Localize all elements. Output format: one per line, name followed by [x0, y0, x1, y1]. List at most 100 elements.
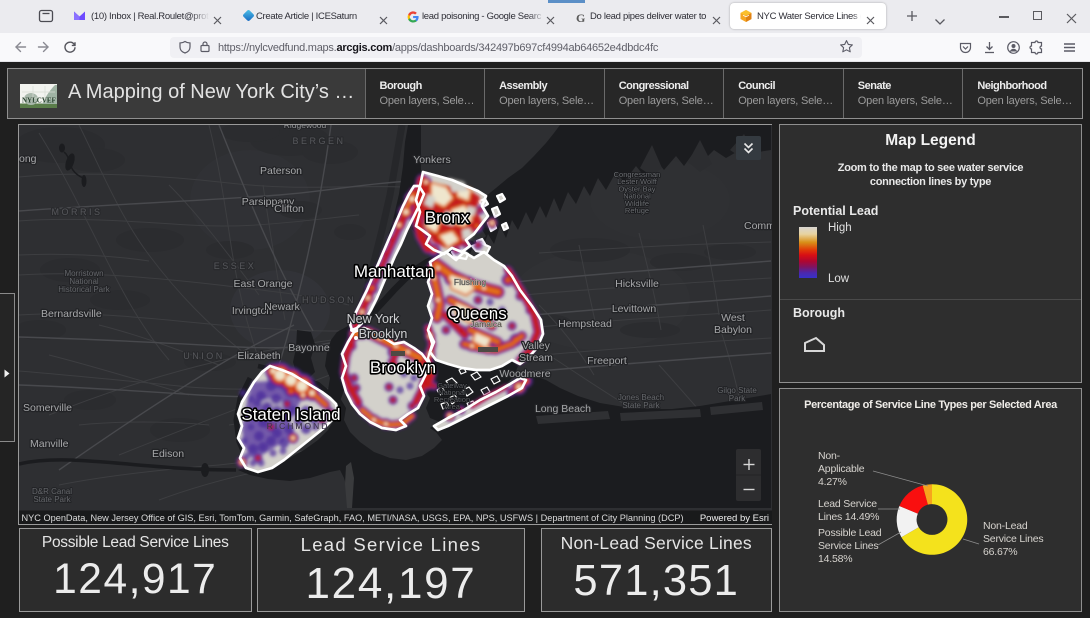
svg-text:Lester Wolff: Lester Wolff	[617, 177, 658, 186]
svg-text:Parsippany: Parsippany	[242, 196, 295, 208]
svg-text:Flushing: Flushing	[454, 277, 486, 287]
svg-text:Valley: Valley	[522, 340, 551, 352]
svg-text:Staten Island: Staten Island	[241, 405, 340, 424]
svg-text:Wildlife: Wildlife	[625, 199, 649, 208]
svg-text:New York: New York	[347, 312, 401, 326]
svg-text:Jones Beach: Jones Beach	[618, 393, 664, 402]
svg-text:Area: Area	[444, 402, 461, 411]
svg-text:Refuge: Refuge	[625, 206, 649, 215]
svg-text:HUDSON: HUDSON	[302, 295, 356, 305]
svg-text:Brooklyn: Brooklyn	[359, 327, 408, 341]
svg-text:Area: Area	[444, 402, 461, 411]
svg-text:Newark: Newark	[264, 301, 300, 313]
svg-text:MORRIS: MORRIS	[52, 207, 103, 217]
svg-text:Manhattan: Manhattan	[354, 262, 434, 281]
svg-text:UNION: UNION	[183, 351, 225, 361]
svg-text:ESSEX: ESSEX	[214, 261, 257, 271]
svg-text:Somerville: Somerville	[23, 402, 72, 414]
svg-text:Elizabeth: Elizabeth	[237, 350, 280, 362]
svg-text:Paterson: Paterson	[260, 165, 302, 177]
svg-text:Recreation: Recreation	[434, 395, 470, 404]
svg-text:Bronx: Bronx	[425, 208, 470, 227]
svg-text:Park: Park	[729, 394, 746, 403]
svg-text:Recreation: Recreation	[434, 395, 470, 404]
svg-text:Babylon: Babylon	[714, 324, 752, 336]
svg-text:Clifton: Clifton	[274, 203, 304, 215]
svg-text:MORRIS: MORRIS	[52, 207, 103, 217]
svg-text:West: West	[721, 312, 745, 324]
svg-text:Yonkers: Yonkers	[413, 154, 451, 166]
svg-text:Valley: Valley	[522, 340, 551, 352]
svg-text:Freeport: Freeport	[587, 355, 627, 367]
svg-text:Stream: Stream	[519, 352, 553, 364]
svg-text:Levittown: Levittown	[612, 303, 657, 315]
svg-text:BERGEN: BERGEN	[292, 136, 345, 146]
svg-text:NYLCVEF: NYLCVEF	[22, 97, 56, 105]
svg-text:RICHMOND: RICHMOND	[267, 421, 330, 431]
svg-text:Bernardsville: Bernardsville	[41, 308, 102, 320]
svg-text:Hicksville: Hicksville	[615, 278, 659, 290]
svg-text:RICHMOND: RICHMOND	[267, 421, 330, 431]
svg-text:Ridgewood: Ridgewood	[284, 125, 327, 130]
svg-text:Oyster Bay: Oyster Bay	[618, 184, 655, 193]
svg-text:Jones Beach: Jones Beach	[618, 393, 664, 402]
svg-text:Queens: Queens	[447, 304, 507, 323]
svg-text:D&R Canal: D&R Canal	[32, 487, 72, 496]
svg-text:State Park: State Park	[622, 401, 660, 410]
svg-text:East Orange: East Orange	[234, 278, 293, 290]
svg-text:State Park: State Park	[33, 495, 71, 504]
svg-text:Historical Park: Historical Park	[58, 285, 111, 294]
svg-text:Manville: Manville	[30, 438, 69, 450]
svg-text:Bayonne: Bayonne	[288, 342, 330, 354]
svg-text:Irvington: Irvington	[232, 305, 272, 317]
svg-text:Congressman: Congressman	[614, 170, 661, 179]
svg-text:HUDSON: HUDSON	[302, 295, 356, 305]
svg-text:Woodmere: Woodmere	[499, 368, 550, 380]
svg-text:Morristown: Morristown	[64, 269, 103, 278]
svg-text:Newark: Newark	[264, 301, 300, 313]
svg-text:Lester Wolff: Lester Wolff	[617, 177, 658, 186]
svg-text:Queens: Queens	[447, 304, 507, 323]
svg-text:New York: New York	[347, 312, 401, 326]
svg-text:East Orange: East Orange	[234, 278, 293, 290]
svg-text:Bayonne: Bayonne	[288, 342, 330, 354]
svg-text:State Park: State Park	[622, 401, 660, 410]
svg-text:Comma: Comma	[744, 220, 772, 232]
svg-text:National: National	[623, 192, 651, 201]
svg-text:Somerville: Somerville	[23, 402, 72, 414]
svg-text:NYC OpenData, New Jersey Offic: NYC OpenData, New Jersey Office of GIS, …	[22, 513, 684, 523]
svg-text:Gateway: Gateway	[437, 381, 467, 390]
svg-text:West: West	[721, 312, 745, 324]
svg-text:Paterson: Paterson	[260, 165, 302, 177]
svg-text:Bronx: Bronx	[425, 208, 470, 227]
svg-text:ong: ong	[19, 153, 37, 165]
svg-text:Powered by Esri: Powered by Esri	[700, 513, 769, 524]
svg-text:Clifton: Clifton	[274, 203, 304, 215]
svg-text:Wildlife: Wildlife	[625, 199, 649, 208]
svg-text:Gilgo State: Gilgo State	[717, 386, 757, 395]
svg-text:D&R Canal: D&R Canal	[32, 487, 72, 496]
svg-text:Levittown: Levittown	[612, 303, 657, 315]
svg-text:Hicksville: Hicksville	[615, 278, 659, 290]
svg-text:Bernardsville: Bernardsville	[41, 308, 102, 320]
svg-text:State Park: State Park	[33, 495, 71, 504]
svg-text:Ridgewood: Ridgewood	[284, 125, 327, 130]
svg-text:Oyster Bay: Oyster Bay	[618, 184, 655, 193]
svg-text:Brooklyn: Brooklyn	[370, 358, 436, 377]
svg-text:Long Beach: Long Beach	[535, 403, 591, 415]
svg-text:BERGEN: BERGEN	[292, 136, 345, 146]
svg-text:Jamaica: Jamaica	[470, 319, 502, 329]
svg-text:Park: Park	[729, 394, 746, 403]
svg-text:Congressman: Congressman	[614, 170, 661, 179]
svg-text:National: National	[69, 277, 99, 286]
svg-text:ESSEX: ESSEX	[214, 261, 257, 271]
svg-text:Hempstead: Hempstead	[558, 318, 612, 330]
svg-text:National: National	[438, 388, 466, 397]
svg-text:Historical Park: Historical Park	[58, 285, 111, 294]
svg-text:Edison: Edison	[152, 448, 184, 460]
svg-text:Flushing: Flushing	[454, 277, 486, 287]
svg-text:Irvington: Irvington	[232, 305, 272, 317]
svg-text:National: National	[623, 192, 651, 201]
svg-text:Long Beach: Long Beach	[535, 403, 591, 415]
svg-text:Elizabeth: Elizabeth	[237, 350, 280, 362]
